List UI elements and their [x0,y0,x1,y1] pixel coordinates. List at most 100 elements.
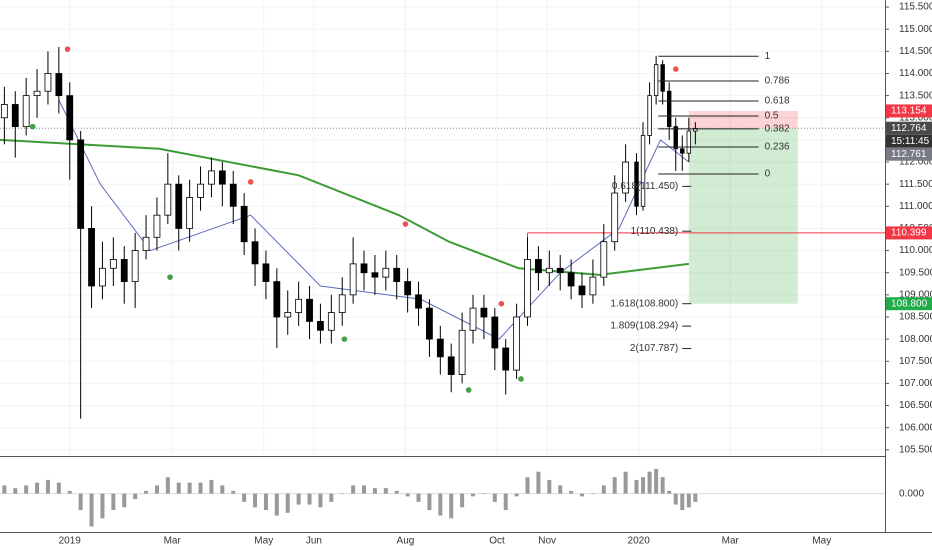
fractal-dot [247,179,254,185]
osc-bar [340,493,345,495]
candle-body [653,64,659,97]
x-tick-label: Aug [397,536,415,547]
fib-label: 0 [765,169,771,180]
fractal-dot [341,336,348,342]
x-tick-label: May [254,536,273,547]
candle-body [229,183,237,207]
osc-bar [449,493,454,519]
candle-body [686,130,692,154]
osc-bar [13,488,18,494]
price-badge-bg [886,226,932,240]
price-badge-bg [886,147,932,161]
y-tick-label: 110.000 [899,245,932,256]
osc-bar [580,493,585,497]
candle-body [556,267,564,274]
candle-body [175,183,183,229]
y-tick-label: 109.500 [899,267,932,278]
price-badge: 112.761 [891,149,927,160]
candle-body [22,95,30,128]
y-tick-label: 113.500 [899,90,932,101]
candle-body [88,228,95,287]
fractal-dot [402,221,409,227]
y-tick-label: 115.000 [899,24,932,35]
x-tick-label: 2020 [628,536,651,547]
x-tick-label: Oct [489,536,505,547]
candle-body [360,263,368,274]
projection-label: 1.809(108.294) [610,321,678,332]
osc-bar [307,493,312,505]
osc-bar [634,479,639,494]
y-tick-label: 105.500 [899,444,932,455]
osc-bar [536,471,541,494]
candle-body [33,90,41,97]
countdown-bg [886,134,932,148]
candle-body [371,272,379,278]
candle-body [66,95,74,141]
osc-bar [318,493,323,508]
candle-body [447,356,455,375]
candle-body [524,259,531,318]
osc-bar [263,493,268,511]
price-badge-bg [886,121,932,135]
projection-label: 1(110.438) [631,226,679,237]
candle-body [120,259,128,282]
price-badge-bg [886,104,932,118]
candle-body [0,104,8,119]
candle-body [426,307,433,340]
plot-area [0,0,885,456]
osc-bar [100,493,105,519]
candle-body [306,298,313,322]
projection-label: 0.618(111.450) [612,181,678,192]
candle-body [262,263,270,282]
candle-body [667,90,672,128]
osc-bar [242,493,247,502]
y-tick-label: 109.000 [899,289,932,300]
osc-bar [209,479,214,494]
candle-body [404,281,412,296]
candle-body [480,307,488,318]
osc-bar [673,493,678,505]
candle-body [327,312,335,331]
y-tick-label: 113.000 [899,112,932,123]
fib-label: 0.786 [765,76,790,87]
fractal-dot [167,274,173,280]
osc-bar [438,493,443,516]
osc-bar [24,485,29,494]
osc-bar [481,493,486,495]
x-tick-label: Nov [538,536,556,547]
osc-bar [427,493,432,511]
osc-bar [351,485,356,494]
x-tick-label: 2019 [59,536,82,547]
price-badge-bg [886,297,932,311]
candle-body [273,281,281,318]
countdown: 15:11:45 [891,136,930,147]
fib-label: 1 [765,51,771,62]
candle-body [251,241,259,265]
osc-bar [492,493,497,502]
candle-body [634,161,639,207]
candle-body [502,347,510,371]
candle-body [218,170,226,185]
osc-bar [654,468,659,494]
osc-bar [590,493,595,495]
candle-body [142,236,150,251]
osc-bar [405,493,410,497]
y-tick-label: 114.500 [899,46,932,57]
osc-bar [111,493,116,511]
candle-body [660,64,665,92]
candle-body [491,316,499,349]
osc-bar [547,479,552,494]
osc-tick-label: 0.000 [899,488,924,499]
osc-bar [198,482,203,494]
osc-bar [296,493,301,505]
osc-bar [176,482,181,494]
candle-body [186,197,194,229]
osc-bar [680,493,685,511]
osc-bar [89,493,94,527]
candle-body [349,263,357,296]
osc-bar [641,477,646,494]
candle-body [284,312,292,318]
candle-body [535,259,542,274]
moving-average [58,99,690,340]
candle-body [44,73,52,92]
